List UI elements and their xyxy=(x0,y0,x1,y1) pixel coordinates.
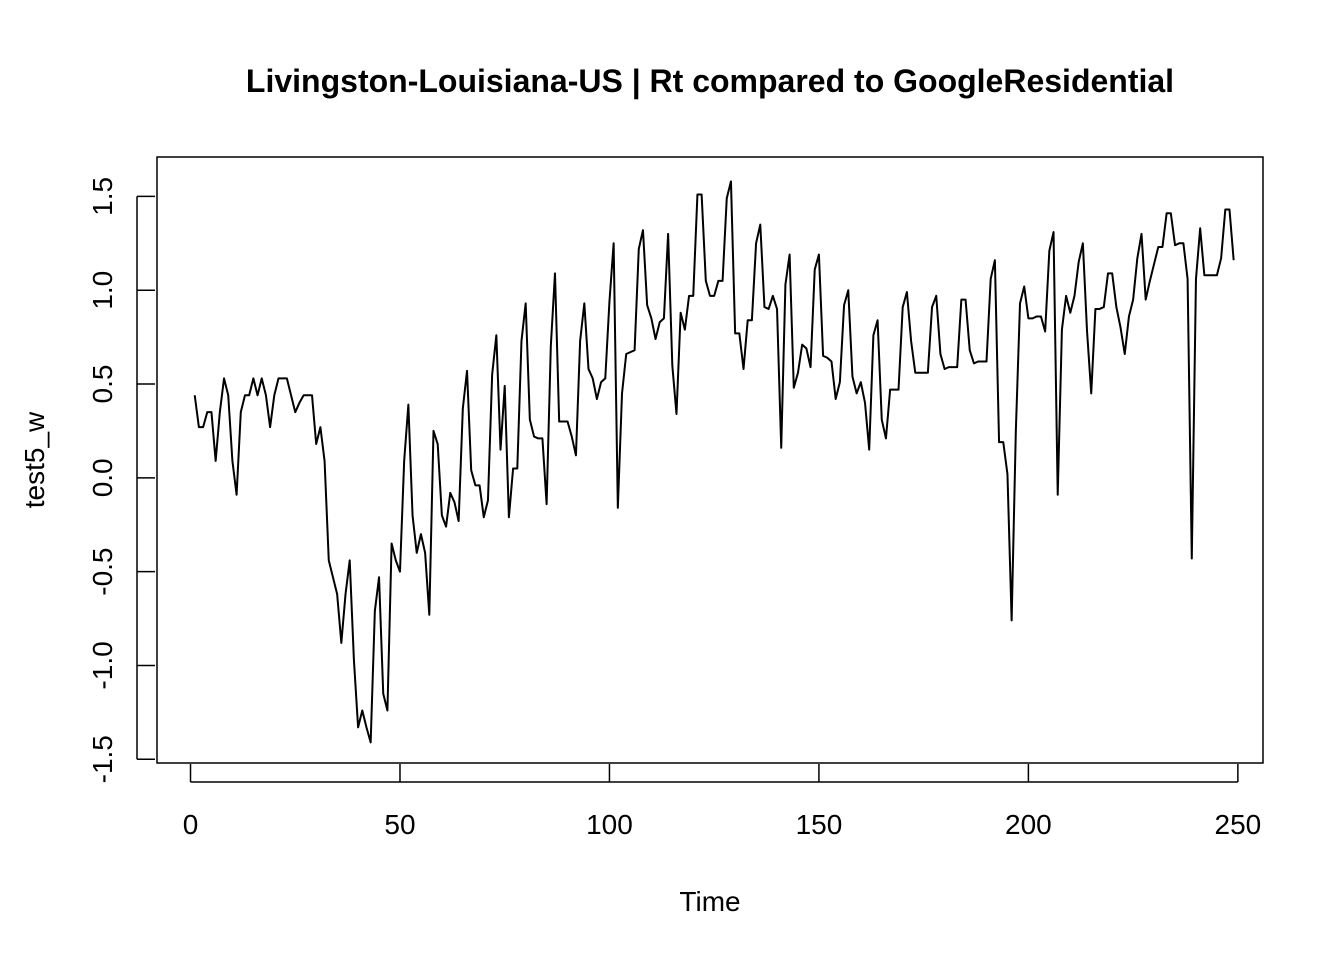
y-tick-label: -1.0 xyxy=(87,641,118,689)
y-axis-label: test5_w xyxy=(19,411,50,508)
x-tick-label: 200 xyxy=(1005,809,1052,840)
series-group xyxy=(193,180,1235,744)
y-tick-label: 0.0 xyxy=(87,458,118,497)
x-tick-label: 250 xyxy=(1215,809,1262,840)
y-tick-label: 0.5 xyxy=(87,365,118,404)
x-axis: 0 50 100 150 200 250 xyxy=(183,764,1261,840)
y-tick-label: -0.5 xyxy=(87,548,118,596)
series-line xyxy=(193,180,1235,744)
y-tick-label: 1.0 xyxy=(87,271,118,310)
x-tick-label: 100 xyxy=(586,809,633,840)
y-tick-label: 1.5 xyxy=(87,177,118,216)
x-tick-label: 150 xyxy=(796,809,843,840)
y-axis: -1.5 -1.0 -0.5 0.0 0.5 1.0 1.5 xyxy=(87,177,155,783)
chart-title: Livingston-Louisiana-US | Rt compared to… xyxy=(246,63,1174,99)
x-tick-label: 0 xyxy=(183,809,199,840)
x-tick-label: 50 xyxy=(384,809,415,840)
plot-frame xyxy=(156,156,1264,764)
x-axis-label: Time xyxy=(679,886,740,917)
y-tick-label: -1.5 xyxy=(87,735,118,783)
